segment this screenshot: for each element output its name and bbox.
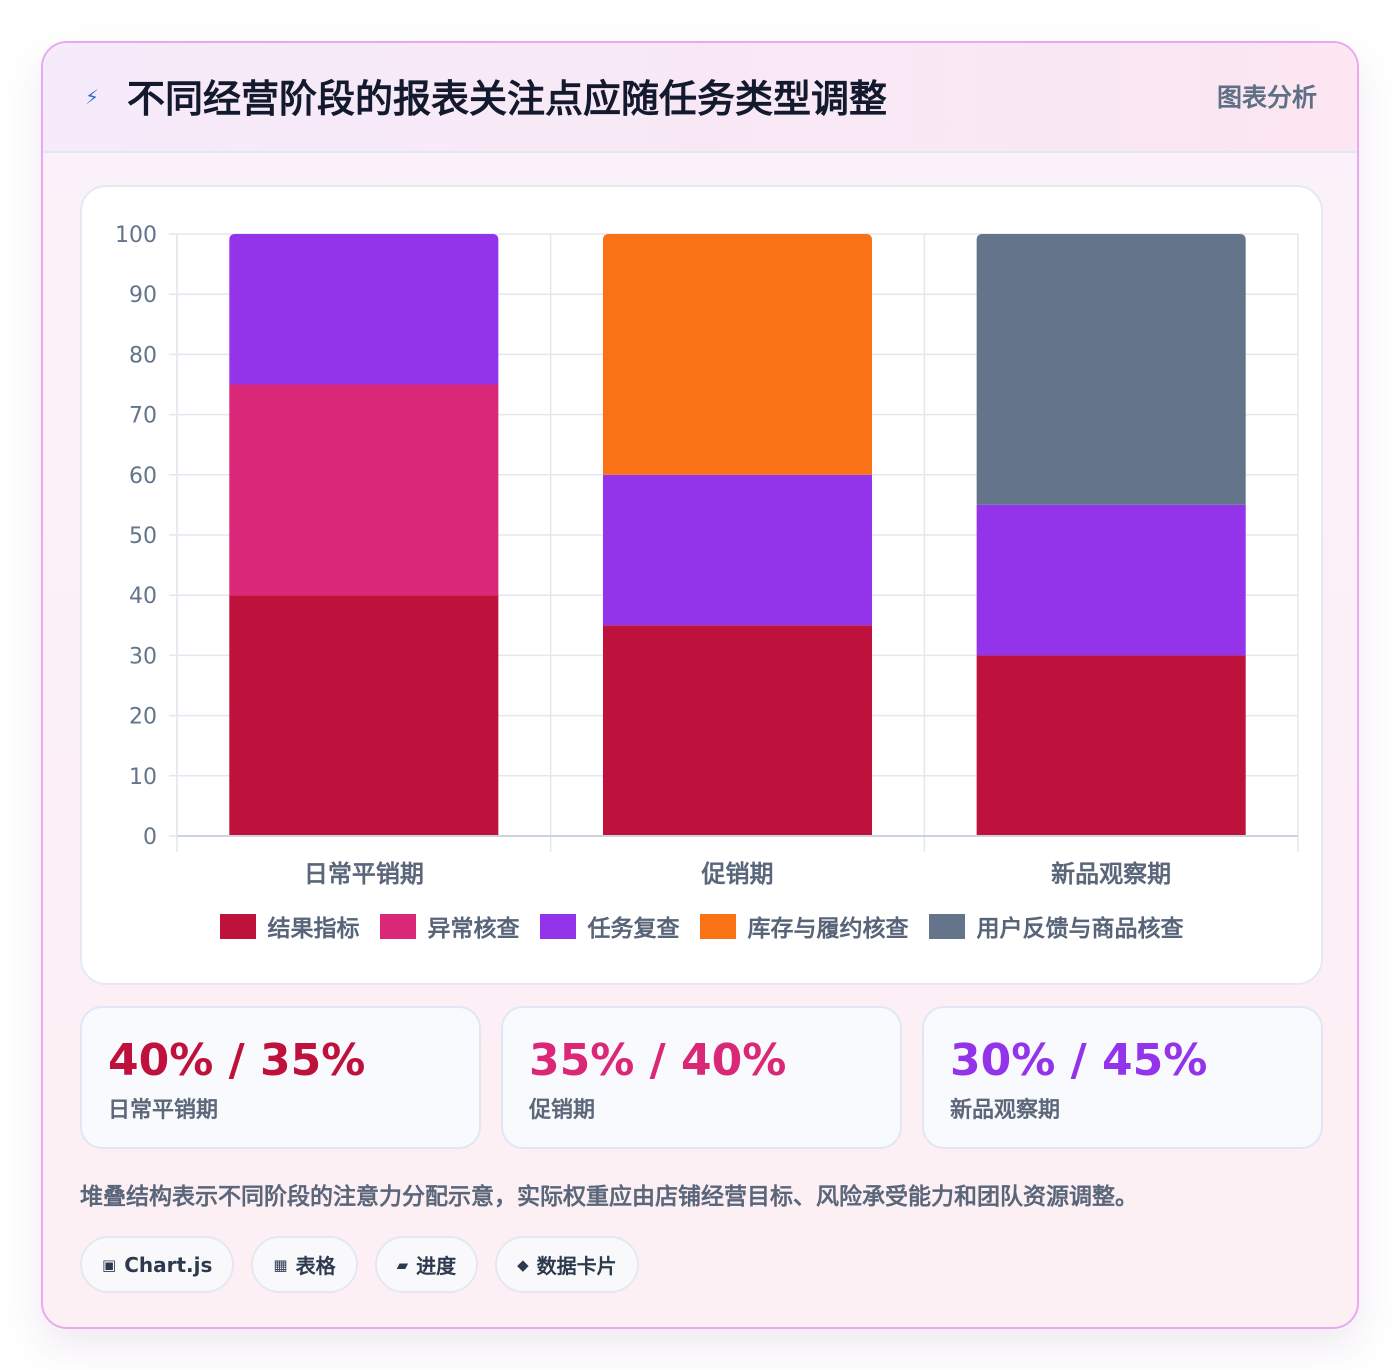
legend-swatch: [379, 913, 416, 939]
card-header: ⚡ 不同经营阶段的报表关注点应随任务类型调整 图表分析: [43, 43, 1357, 153]
y-tick-label: 80: [129, 343, 157, 368]
legend-item[interactable]: 任务复查: [539, 909, 680, 943]
square-icon: ▣: [102, 1255, 117, 1274]
legend-item[interactable]: 库存与履约核查: [699, 909, 909, 943]
chart-legend: 结果指标 异常核查 任务复查 库存与履约核查 用户反馈与商品核查: [82, 909, 1321, 943]
y-tick-label: 0: [143, 825, 157, 850]
tag-list: ▣ Chart.js ▦ 表格 ▰ 进度 ◆ 数据卡片: [80, 1236, 639, 1293]
x-tick-label: 日常平销期: [304, 860, 424, 887]
tag-label: Chart.js: [124, 1252, 213, 1277]
legend-label: 任务复查: [587, 916, 680, 942]
y-tick-label: 20: [129, 705, 157, 730]
legend-swatch: [219, 913, 256, 939]
legend-swatch: [699, 913, 736, 939]
bar-segment: [229, 234, 499, 385]
page-title: 不同经营阶段的报表关注点应随任务类型调整: [127, 77, 888, 121]
legend-label: 异常核查: [427, 916, 520, 942]
stacked-bar-chart: 0 10 20 30 40 50 60 70 80 90 100 日常平销期 促销期 新品观察期: [115, 223, 1299, 887]
bar-segment: [602, 474, 873, 626]
bar-segment: [602, 234, 873, 475]
legend-label: 用户反馈与商品核查: [976, 916, 1184, 942]
chart-analysis-tag: 图表分析: [1216, 83, 1317, 112]
table-icon: ▦: [273, 1255, 288, 1274]
legend-item[interactable]: 异常核查: [379, 909, 520, 943]
bar-segment: [976, 504, 1246, 656]
bar-segment: [229, 384, 499, 596]
report-card: ⚡ 不同经营阶段的报表关注点应随任务类型调整 图表分析 0 10 20 30 40 50 6…: [41, 41, 1359, 1329]
chart-note: 堆叠结构表示不同阶段的注意力分配示意，实际权重应由店铺经营目标、风险承受能力和团…: [80, 1184, 1138, 1210]
stat-label: 促销期: [529, 1098, 596, 1123]
diamond-icon: ◆: [517, 1255, 529, 1274]
stat-card-promotion: 35% / 40% 促销期: [501, 1006, 902, 1149]
tag-label: 进度: [416, 1254, 457, 1278]
tag-table[interactable]: ▦ 表格: [251, 1236, 358, 1293]
y-tick-label: 60: [129, 464, 157, 489]
y-tick-label: 100: [115, 223, 157, 248]
x-tick-label: 新品观察期: [1051, 860, 1171, 887]
stat-value: 30% / 45%: [950, 1035, 1208, 1086]
y-tick-label: 50: [129, 524, 157, 549]
legend-item[interactable]: 结果指标: [219, 909, 360, 943]
tag-data-card[interactable]: ◆ 数据卡片: [495, 1236, 639, 1293]
tag-progress[interactable]: ▰ 进度: [374, 1236, 479, 1293]
chart-panel: 0 10 20 30 40 50 60 70 80 90 100 日常平销期 促销期 新品观察期 结果指标…: [80, 185, 1323, 985]
x-tick-label: 促销期: [701, 860, 774, 887]
bar-segment: [602, 625, 873, 836]
stat-value: 40% / 35%: [108, 1035, 366, 1086]
y-tick-label: 90: [129, 283, 157, 308]
progress-icon: ▰: [396, 1255, 409, 1274]
stat-card-new-product: 30% / 45% 新品观察期: [922, 1006, 1323, 1149]
bar-segment: [976, 655, 1246, 836]
stat-value: 35% / 40%: [529, 1035, 787, 1086]
y-tick-label: 40: [129, 584, 157, 609]
stat-label: 新品观察期: [950, 1098, 1061, 1123]
stat-card-daily: 40% / 35% 日常平销期: [80, 1006, 481, 1149]
bar-segment: [976, 234, 1246, 505]
lightning-icon: ⚡: [85, 85, 100, 109]
legend-label: 库存与履约核查: [747, 916, 909, 942]
tag-label: 数据卡片: [536, 1254, 617, 1278]
y-tick-label: 10: [129, 765, 157, 790]
y-tick-label: 30: [129, 644, 157, 669]
tag-chartjs[interactable]: ▣ Chart.js: [80, 1236, 235, 1293]
y-tick-label: 70: [129, 404, 157, 429]
legend-item[interactable]: 用户反馈与商品核查: [928, 909, 1184, 943]
tag-label: 表格: [295, 1254, 336, 1278]
legend-swatch: [539, 913, 576, 939]
bar-segment: [229, 595, 499, 836]
stat-label: 日常平销期: [108, 1098, 219, 1123]
legend-swatch: [928, 913, 965, 939]
legend-label: 结果指标: [267, 916, 360, 942]
